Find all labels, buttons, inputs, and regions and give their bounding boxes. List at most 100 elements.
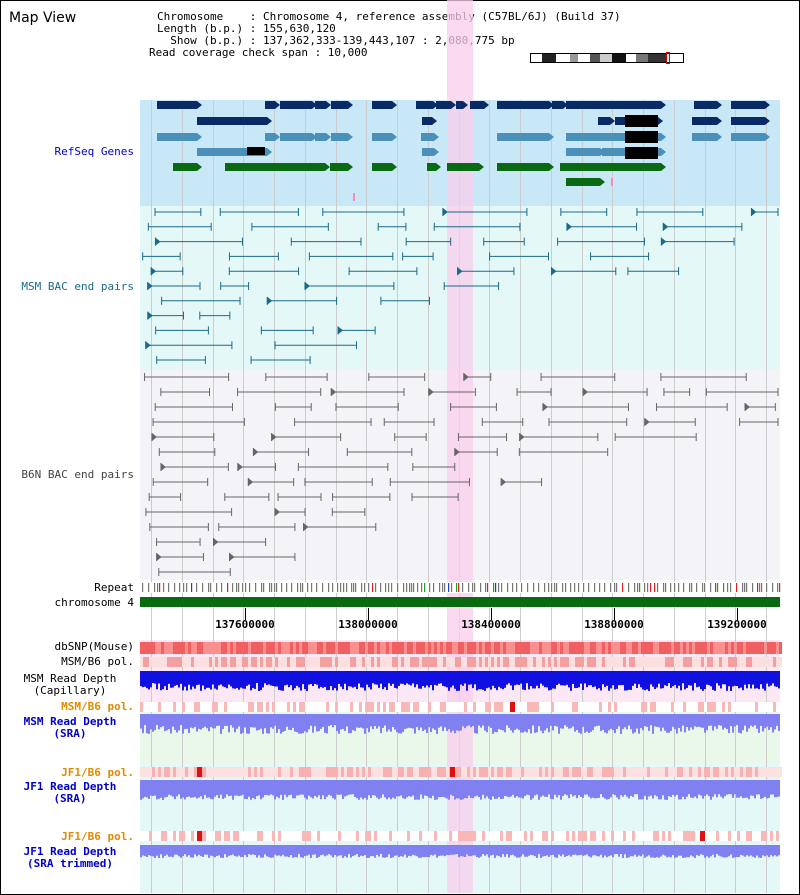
jf1-b6-pol-bin [767, 767, 770, 777]
jf1-b6-pol-bin [248, 767, 251, 777]
jf1-b6-pol-label[interactable]: JF1/B6 pol. [61, 766, 134, 779]
repeat-element [186, 583, 188, 592]
repeat-element [191, 583, 193, 592]
msm-depth-sra-bin [656, 714, 658, 727]
msm-depth-capillary-bin [238, 671, 240, 690]
jf1-depth-trim-bin [288, 845, 290, 858]
jf1-b6-pol-trim-bin [329, 831, 332, 841]
msm-depth-sra-bin [168, 714, 170, 730]
refseq-label[interactable]: RefSeq Genes [54, 145, 134, 158]
jf1-depth-sra-bin [150, 780, 152, 796]
msm-depth-capillary-label[interactable]: MSM Read Depth (Capillary) [0, 673, 140, 697]
dbsnp-bin [692, 642, 695, 654]
msm-b6-pol-bin [449, 657, 452, 667]
msm-depth-capillary-bin [162, 671, 164, 690]
msm-depth-capillary-bin [420, 671, 422, 689]
b6n-bac-label[interactable]: B6N BAC end pairs [21, 468, 134, 481]
current-region-marker[interactable] [666, 52, 670, 64]
jf1-depth-sra-bin [458, 780, 460, 799]
jf1-b6-pol-trim-bin [209, 831, 212, 841]
msm-depth-capillary-bin [318, 671, 320, 689]
chromosome-ideogram[interactable] [530, 52, 684, 64]
dbsnp-bin [740, 642, 743, 654]
jf1-depth-trim-bin [352, 845, 354, 857]
msm-depth-sra-bin [366, 714, 368, 729]
jf1-depth-sra-label[interactable]: JF1 Read Depth (SRA) [0, 781, 140, 805]
msm-depth-capillary-bin [190, 671, 192, 690]
repeat-element [599, 583, 601, 592]
jf1-b6-pol-bin [215, 767, 218, 777]
jf1-b6-pol-trim-bin [560, 831, 563, 841]
jf1-depth-sra-bin [176, 780, 178, 797]
jf1-depth-sra-bin [174, 780, 176, 800]
msm-b6-pol-bin [371, 657, 374, 667]
repeat-track-bg [140, 582, 780, 593]
msm-depth-sra-bin [622, 714, 624, 730]
msm-b6-pol-bin [152, 657, 155, 667]
jf1-depth-sra-bin [272, 780, 274, 796]
jf1-depth-sra-bin [504, 780, 506, 796]
dbsnp-bin [386, 642, 389, 654]
msm-depth-capillary-bin [352, 671, 354, 688]
dbsnp-bin [308, 642, 311, 654]
msm-depth-capillary-bin [194, 671, 196, 689]
jf1-b6-pol-trim-bin [149, 831, 152, 841]
dbsnp-bin [479, 642, 482, 654]
msm-depth-sra-bin [556, 714, 558, 727]
jf1-b6-pol-bin [179, 767, 182, 777]
jf1-b6-pol-trim-bin [764, 831, 767, 841]
jf1-depth-sra-bin [212, 780, 214, 800]
msm-b6-pol-sra-bin [443, 702, 446, 712]
repeat-element [179, 583, 181, 592]
msm-b6-pol-bin [653, 657, 656, 667]
msm-b6-pol-bin [296, 657, 299, 667]
msm-b6-pol-bin [158, 657, 161, 667]
jf1-depth-sra-bin [266, 780, 268, 795]
gene-strand-arrow [267, 148, 272, 156]
jf1-depth-trim-bin [242, 845, 244, 857]
dbsnp-label[interactable]: dbSNP(Mouse) [54, 640, 134, 653]
repeat-element [744, 583, 746, 592]
msm-depth-sra-bin [692, 714, 694, 730]
jf1-b6-pol-bin [740, 767, 743, 777]
msm-depth-sra-bin [488, 714, 490, 727]
msm-bac-label[interactable]: MSM BAC end pairs [21, 280, 134, 293]
msm-depth-sra-label[interactable]: MSM Read Depth (SRA) [0, 716, 140, 740]
jf1-depth-sra-bin [356, 780, 358, 799]
dbsnp-bin [746, 642, 749, 654]
jf1-depth-sra-bin [574, 780, 576, 796]
msm-depth-capillary-bin [284, 671, 286, 686]
jf1-b6-pol-bin [260, 767, 263, 777]
b6n-bac-pair-arrow [331, 388, 337, 396]
selected-region-highlight[interactable] [447, 0, 473, 893]
msm-depth-sra-bin [674, 714, 676, 730]
msm-depth-capillary-bin [342, 671, 344, 690]
msm-b6-pol-sra-bin [608, 702, 611, 712]
jf1-depth-sra-bin [342, 780, 344, 800]
jf1-depth-trim-bin [376, 845, 378, 855]
jf1-b6-pol-trim-bin [203, 831, 206, 841]
msm-depth-capillary-bin [584, 671, 586, 684]
msm-depth-capillary-bin [526, 671, 528, 684]
gene-strand-arrow [326, 133, 331, 141]
msm-b6-pol-sra-bin [638, 702, 641, 712]
msm-b6-pol-bin [368, 657, 371, 667]
msm-b6-pol-bin [491, 657, 494, 667]
msm-b6-pol-sra-bin [605, 702, 608, 712]
jf1-b6-pol-bin [584, 767, 587, 777]
jf1-depth-trim-label[interactable]: JF1 Read Depth (SRA trimmed) [0, 846, 140, 870]
msm-depth-capillary-bin [498, 671, 500, 687]
jf1-depth-trim-bin [170, 845, 172, 857]
msm-depth-sra-bin [460, 714, 462, 731]
jf1-depth-trim-bin [184, 845, 186, 855]
jf1-b6-pol-bin [566, 767, 569, 777]
msm-b6-pol-bin [290, 657, 293, 667]
jf1-b6-pol-trim-label[interactable]: JF1/B6 pol. [61, 830, 134, 843]
msm-b6-pol-sra-label[interactable]: MSM/B6 pol. [61, 700, 134, 713]
msm-b6-pol-label[interactable]: MSM/B6 pol. [61, 655, 134, 668]
jf1-depth-trim-bin [530, 845, 532, 855]
msm-b6-pol-sra-bin [755, 702, 758, 712]
msm-depth-sra-bin [252, 714, 254, 728]
jf1-b6-pol-trim-bin [530, 831, 533, 841]
